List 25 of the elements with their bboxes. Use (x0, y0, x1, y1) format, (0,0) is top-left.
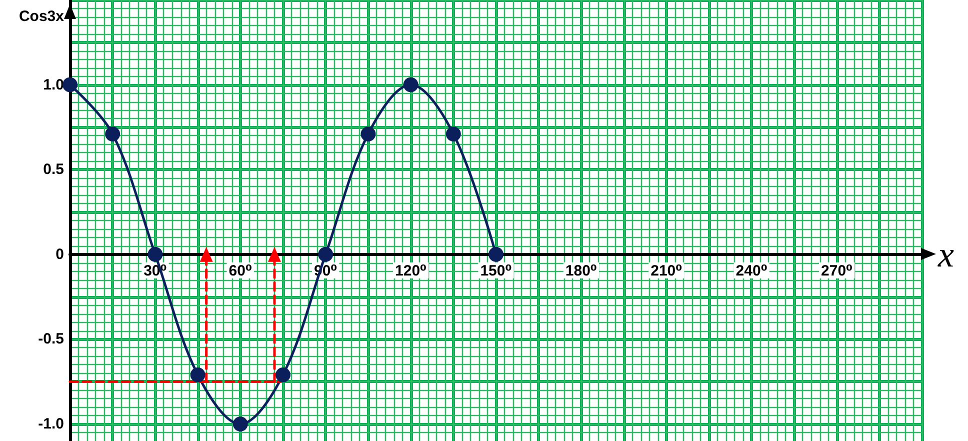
point (276, 367, 290, 382)
y-tick-label: 0 (56, 246, 64, 263)
point (488, 246, 504, 262)
point (62, 77, 78, 92)
x-tick-label: 180⁰ (565, 262, 598, 280)
y-tick-label: 1.0 (43, 76, 64, 94)
y-tick-label: -0.5 (38, 330, 64, 348)
x-tick-label: 150⁰ (480, 262, 512, 280)
x-tick-label: 120⁰ (394, 262, 427, 280)
point (232, 416, 248, 432)
x-tick-label: 240⁰ (736, 262, 768, 280)
point (446, 126, 461, 142)
y-tick-label: -1.0 (38, 416, 64, 433)
point (360, 126, 376, 142)
x-tick-label: 210⁰ (650, 262, 682, 280)
point (318, 246, 334, 262)
x-tick-label: 60⁰ (228, 262, 252, 280)
point (105, 126, 120, 142)
y-tick-label: 0.5 (43, 161, 64, 178)
x-axis-title: x (937, 234, 954, 274)
point (403, 77, 418, 92)
point (190, 367, 206, 382)
x-tick-label: 270⁰ (820, 262, 853, 280)
y-axis-title: Cos3x (18, 8, 65, 25)
point (148, 246, 163, 262)
